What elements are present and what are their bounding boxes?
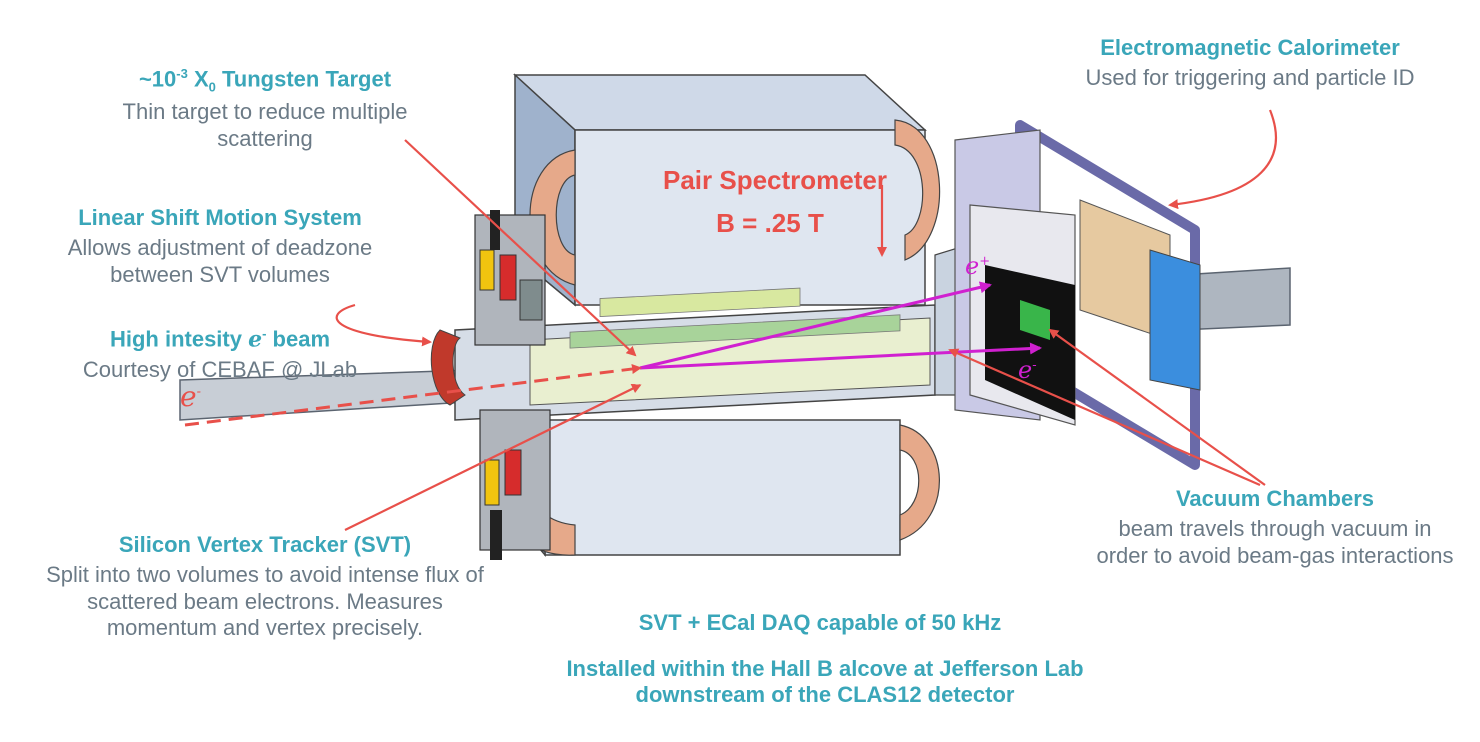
svt-description: Split into two volumes to avoid intense …: [46, 562, 484, 641]
linear-shift-description: Allows adjustment of deadzone between SV…: [67, 235, 373, 287]
linear-shift-title: Linear Shift Motion System: [78, 205, 362, 230]
daq-note: SVT + ECal DAQ capable of 50 kHz: [638, 610, 1002, 635]
ecal-title: Electromagnetic Calorimeter: [1100, 35, 1400, 60]
ecal-frame: [954, 120, 1201, 470]
electron-symbol: e-: [1018, 356, 1037, 384]
svt-callout: Silicon Vertex Tracker (SVT) Split into …: [30, 532, 500, 642]
particle-tracks: [184, 281, 1042, 427]
positron-symbol: e+: [965, 252, 991, 280]
vacuum-description: beam travels through vacuum in order to …: [1096, 516, 1454, 568]
pair-spectrometer-title: Pair Spectrometer: [663, 165, 887, 195]
magnetic-field-label: B = .25 T: [716, 208, 824, 238]
ecal-callout: Electromagnetic Calorimeter Used for tri…: [1040, 35, 1460, 92]
beam-title: High intesity e- beam: [109, 326, 331, 353]
target-callout: ~10-3 X0 Tungsten Target Thin target to …: [70, 66, 460, 152]
electron-beam-symbol: e-: [180, 380, 201, 413]
beam-callout: High intesity e- beam Courtesy of CEBAF …: [20, 326, 420, 383]
svt-title: Silicon Vertex Tracker (SVT): [118, 532, 412, 557]
linear-shift-callout: Linear Shift Motion System Allows adjust…: [10, 205, 430, 288]
callout-arrows: [335, 109, 1277, 531]
target-description: Thin target to reduce multiple scatterin…: [122, 99, 408, 151]
target-title: ~10-3 X0 Tungsten Target: [138, 66, 392, 95]
beam-description: Courtesy of CEBAF @ JLab: [82, 356, 358, 382]
location-note: Installed within the Hall B alcove at Je…: [566, 656, 1084, 708]
vacuum-callout: Vacuum Chambers beam travels through vac…: [1085, 486, 1465, 569]
ecal-description: Used for triggering and particle ID: [1085, 65, 1415, 91]
vacuum-title: Vacuum Chambers: [1175, 486, 1375, 511]
